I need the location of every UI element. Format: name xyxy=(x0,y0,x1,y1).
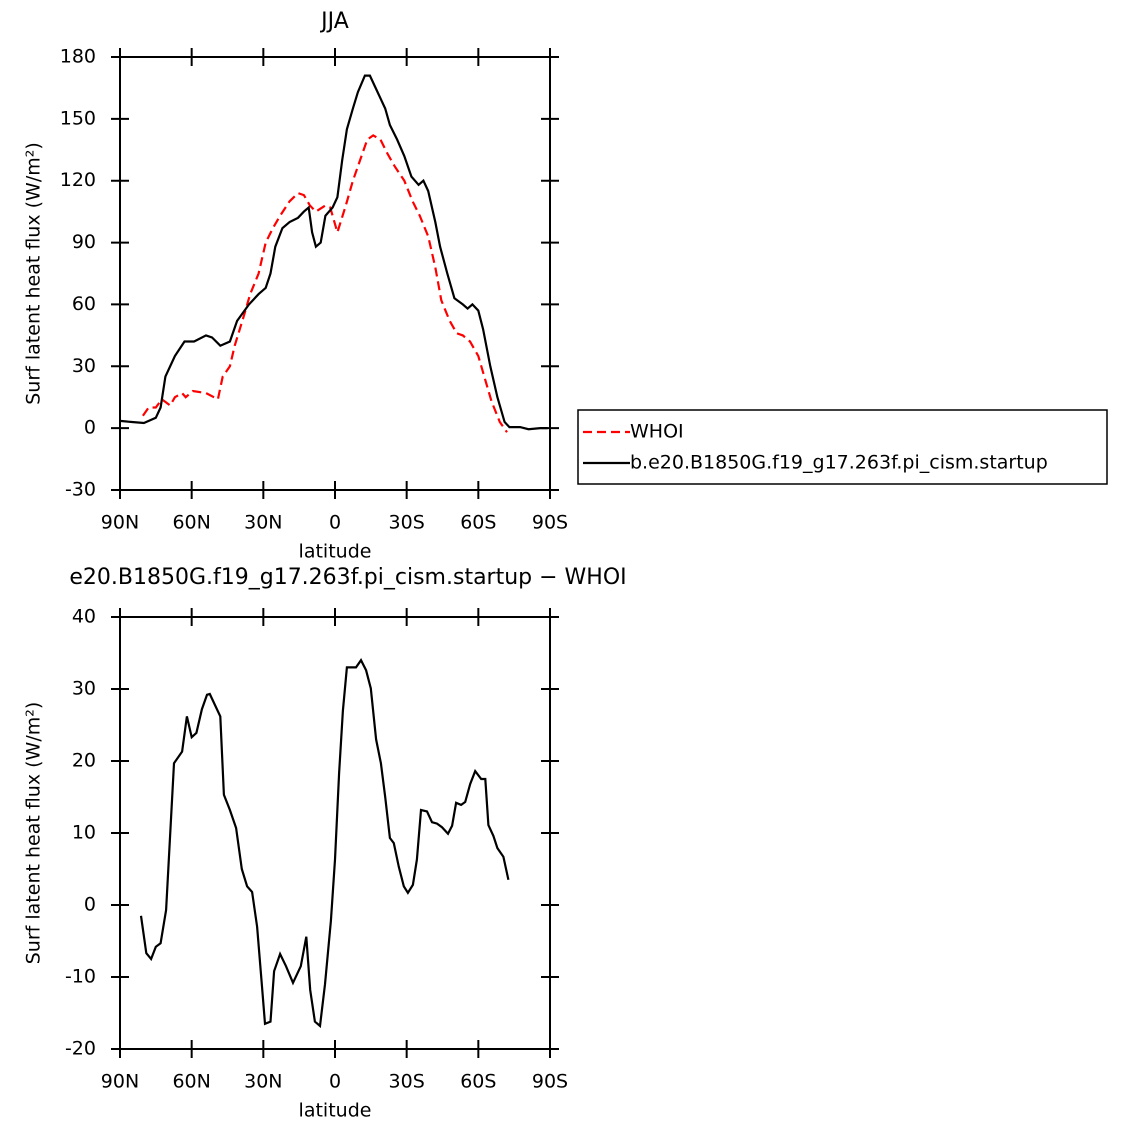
y-tick-label: 150 xyxy=(60,107,96,129)
data-line xyxy=(119,74,548,431)
plot-frame xyxy=(119,56,551,491)
y-tick-label: 30 xyxy=(72,355,96,377)
x-tick-label: 30S xyxy=(389,512,425,534)
x-tick-label: 0 xyxy=(329,512,341,534)
x-axis-label: latitude xyxy=(299,1100,372,1122)
y-tick-label: 0 xyxy=(84,894,96,916)
x-tick-label: 0 xyxy=(329,1071,341,1093)
x-tick-label: 60N xyxy=(172,1071,210,1093)
x-tick-label: 90N xyxy=(101,512,139,534)
legend-label: b.e20.B1850G.f19_g17.263f.pi_cism.startu… xyxy=(630,452,1048,474)
y-tick-label: -10 xyxy=(65,966,96,988)
legend-label: WHOI xyxy=(630,421,684,443)
x-tick-label: 30S xyxy=(389,1071,425,1093)
x-tick-label: 60S xyxy=(460,512,496,534)
y-axis-label: Surf latent heat flux (W/m²) xyxy=(23,142,45,405)
y-tick-label: 90 xyxy=(72,231,96,253)
y-tick-label: 60 xyxy=(72,293,96,315)
data-line xyxy=(141,134,508,433)
x-tick-label: 60N xyxy=(172,512,210,534)
y-tick-label: 10 xyxy=(72,822,96,844)
y-tick-label: -20 xyxy=(65,1038,96,1060)
chart-title: e20.B1850G.f19_g17.263f.pi_cism.startup … xyxy=(69,565,626,590)
x-tick-label: 30N xyxy=(244,1071,282,1093)
y-tick-label: 120 xyxy=(60,169,96,191)
x-axis-label: latitude xyxy=(299,541,372,563)
y-tick-label: 0 xyxy=(84,417,96,439)
x-tick-label: 30N xyxy=(244,512,282,534)
chart-title: JJA xyxy=(319,9,349,34)
x-tick-label: 90S xyxy=(532,512,568,534)
y-axis-label: Surf latent heat flux (W/m²) xyxy=(23,702,45,965)
x-tick-label: 90N xyxy=(101,1071,139,1093)
y-tick-label: -30 xyxy=(65,479,96,501)
y-tick-label: 180 xyxy=(60,46,96,68)
plot-frame xyxy=(119,616,551,1050)
x-tick-label: 90S xyxy=(532,1071,568,1093)
y-tick-label: 20 xyxy=(72,750,96,772)
data-line xyxy=(139,658,510,1029)
y-tick-label: 30 xyxy=(72,678,96,700)
legend-box xyxy=(577,409,1108,485)
x-tick-label: 60S xyxy=(460,1071,496,1093)
y-tick-label: 40 xyxy=(72,606,96,628)
